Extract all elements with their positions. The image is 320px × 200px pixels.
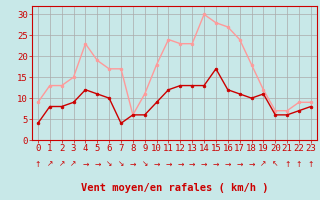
Text: ↑: ↑ xyxy=(296,160,302,169)
Text: →: → xyxy=(165,160,172,169)
Text: →: → xyxy=(153,160,160,169)
Text: →: → xyxy=(225,160,231,169)
Text: →: → xyxy=(213,160,219,169)
Text: ↑: ↑ xyxy=(35,160,41,169)
Text: ↑: ↑ xyxy=(284,160,290,169)
Text: ↑: ↑ xyxy=(308,160,314,169)
Text: →: → xyxy=(248,160,255,169)
Text: →: → xyxy=(236,160,243,169)
Text: Vent moyen/en rafales ( km/h ): Vent moyen/en rafales ( km/h ) xyxy=(81,183,268,193)
Text: ↖: ↖ xyxy=(272,160,278,169)
Text: ↗: ↗ xyxy=(47,160,53,169)
Text: →: → xyxy=(201,160,207,169)
Text: ↘: ↘ xyxy=(106,160,112,169)
Text: ↘: ↘ xyxy=(141,160,148,169)
Text: →: → xyxy=(94,160,100,169)
Text: ↘: ↘ xyxy=(118,160,124,169)
Text: →: → xyxy=(189,160,196,169)
Text: ↗: ↗ xyxy=(59,160,65,169)
Text: →: → xyxy=(130,160,136,169)
Text: ↗: ↗ xyxy=(260,160,267,169)
Text: ↗: ↗ xyxy=(70,160,77,169)
Text: →: → xyxy=(82,160,89,169)
Text: →: → xyxy=(177,160,184,169)
